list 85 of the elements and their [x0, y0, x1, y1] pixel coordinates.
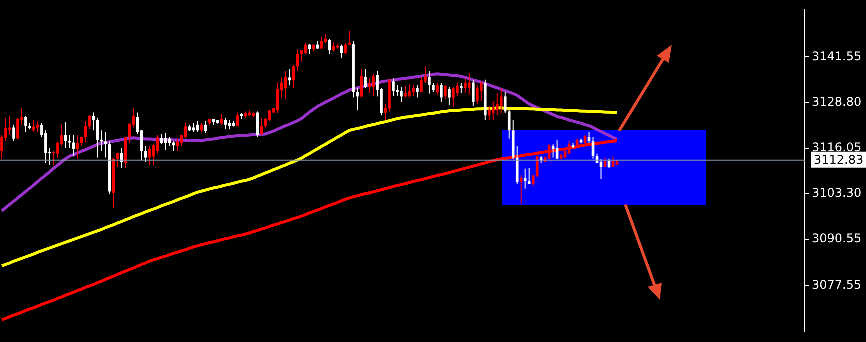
candlestick	[148, 146, 152, 166]
candlestick	[176, 138, 180, 152]
candlestick	[328, 39, 331, 56]
candlestick	[396, 84, 399, 96]
candlestick	[220, 114, 224, 126]
candlestick	[320, 36, 323, 50]
candlestick	[156, 134, 160, 154]
candlestick	[32, 120, 36, 133]
candlestick	[8, 116, 12, 136]
candlestick	[100, 130, 104, 152]
candlestick	[80, 136, 84, 147]
candlestick	[332, 42, 335, 52]
candlestick	[548, 144, 551, 160]
candlestick	[92, 112, 96, 132]
y-tick-label: 3077.55	[812, 278, 862, 292]
candlestick	[288, 69, 292, 86]
candlestick	[184, 122, 188, 140]
candlestick	[116, 152, 120, 168]
candlestick	[464, 78, 467, 94]
candlestick	[448, 86, 451, 106]
candlestick	[228, 120, 232, 130]
candlestick	[444, 84, 447, 100]
candlestick	[400, 86, 403, 103]
candlestick	[12, 124, 16, 142]
candlestick	[504, 92, 507, 114]
y-tick-label: 3141.55	[812, 49, 862, 64]
candlestick	[16, 118, 20, 140]
candlestick	[520, 175, 523, 206]
candlestick	[488, 105, 491, 121]
candlestick	[556, 139, 559, 160]
candlestick	[372, 74, 375, 98]
y-tick-label: 3090.55	[812, 232, 862, 246]
candlestick	[276, 82, 280, 114]
ref-line-label: 3112.83	[814, 152, 864, 167]
y-tick-label: 3128.80	[812, 94, 862, 109]
candlestick	[84, 120, 88, 144]
candlestick	[368, 78, 371, 94]
candlestick	[164, 132, 168, 151]
candlestick	[588, 132, 591, 144]
candlestick	[416, 84, 419, 98]
candlestick	[468, 72, 471, 96]
candlestick	[68, 134, 72, 149]
candlestick	[496, 92, 499, 116]
candlestick	[440, 82, 443, 103]
candlestick	[364, 69, 367, 89]
candlestick	[508, 109, 511, 140]
candlestick	[24, 116, 28, 133]
candlestick	[104, 132, 108, 158]
candlestick	[500, 88, 503, 114]
candlestick	[428, 70, 431, 94]
candlestick	[204, 120, 208, 134]
candlestick	[64, 122, 68, 149]
candlestick	[436, 82, 439, 96]
candlestick	[144, 146, 148, 163]
candlestick	[492, 100, 495, 121]
candlestick	[476, 84, 479, 105]
candlestick	[344, 42, 347, 56]
candlestick	[72, 134, 76, 156]
candlestick	[284, 70, 288, 100]
candlestick	[308, 44, 312, 56]
candlestick	[304, 42, 308, 56]
candlestick	[76, 134, 80, 160]
candlestick	[392, 78, 395, 96]
candlestick	[452, 86, 455, 108]
candlestick	[340, 44, 343, 59]
candlestick	[96, 118, 100, 158]
candlestick	[420, 76, 423, 93]
candlestick	[480, 81, 483, 102]
candlestick	[404, 86, 407, 98]
candlestick	[460, 82, 463, 94]
candlestick	[348, 30, 351, 46]
candlestick	[296, 50, 300, 72]
candlestick	[356, 88, 359, 112]
candlestick	[456, 82, 459, 98]
candlestick	[408, 84, 411, 98]
candlestick	[524, 168, 527, 190]
candlestick	[360, 69, 363, 98]
y-tick-label: 3116.05	[812, 140, 862, 154]
candlestick	[472, 80, 475, 106]
candlestick	[236, 112, 240, 126]
candlestick	[292, 64, 296, 89]
y-tick-label: 3103.30	[812, 186, 862, 200]
candlestick	[36, 120, 40, 133]
candlestick	[412, 84, 415, 96]
candlestick	[160, 134, 164, 146]
